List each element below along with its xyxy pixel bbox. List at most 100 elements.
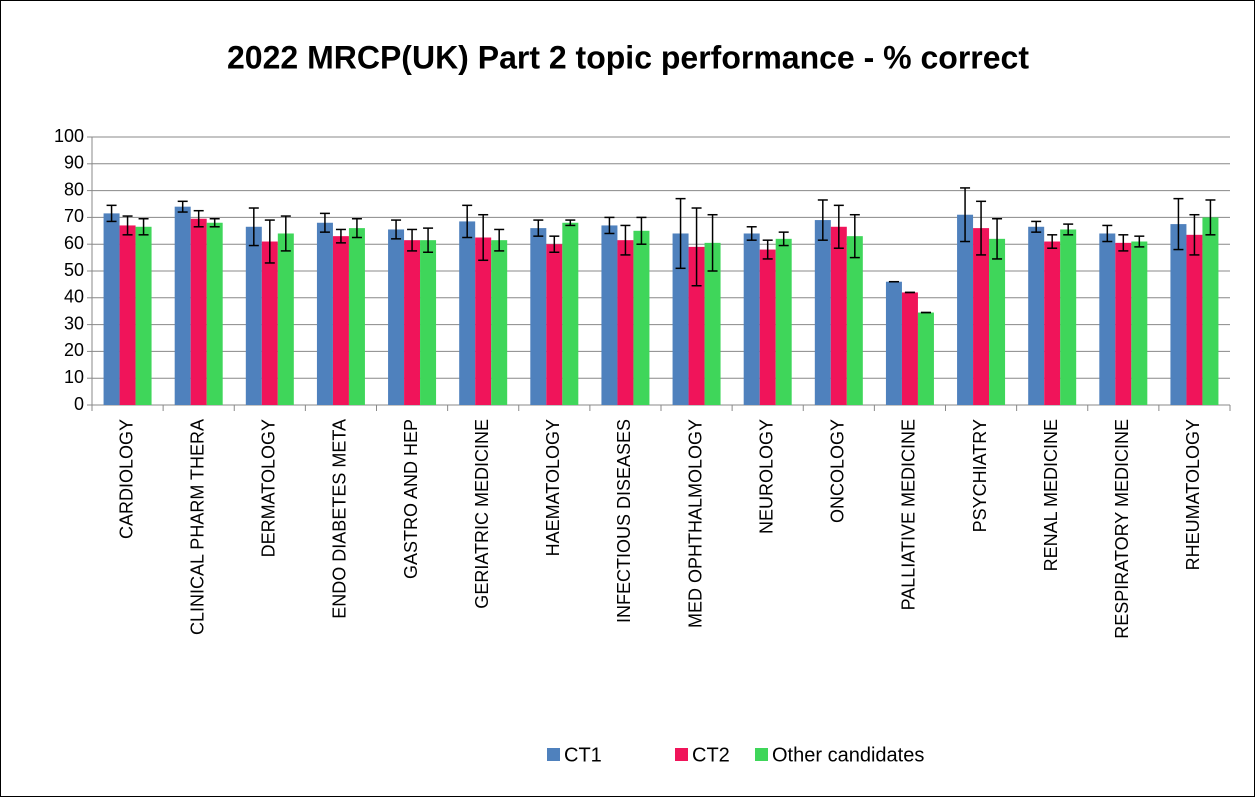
error-bar [992, 217, 1003, 260]
legend-label: CT2 [692, 744, 730, 766]
error-bar [319, 212, 330, 233]
bar [1099, 233, 1116, 405]
error-bar [636, 216, 647, 245]
error-bar [423, 227, 434, 253]
error-bar [533, 219, 544, 237]
bar [316, 222, 333, 405]
bar [459, 221, 476, 405]
bar [332, 236, 349, 405]
error-bar [549, 235, 560, 253]
bar [1115, 242, 1132, 405]
x-tick-label: CLINICAL PHARM THERA [187, 419, 207, 635]
legend-swatch [675, 748, 688, 761]
bar [1202, 217, 1219, 405]
error-bar [478, 213, 489, 262]
bar [601, 225, 618, 405]
error-bar [746, 226, 757, 241]
bar [1060, 229, 1077, 405]
error-bar [391, 219, 402, 240]
error-bar [778, 231, 789, 247]
bar [530, 228, 547, 405]
bar [901, 292, 918, 405]
x-tick-label: CARDIOLOGY [116, 419, 136, 539]
bar [989, 238, 1006, 405]
y-tick-label: 10 [64, 367, 84, 387]
bar [1170, 224, 1187, 405]
error-bar [335, 228, 346, 244]
x-tick-label: PSYCHIATRY [970, 419, 990, 532]
y-tick-label: 40 [64, 287, 84, 307]
x-tick-label: GASTRO AND HEP [401, 419, 421, 579]
x-tick-label: MED OPHTHALMOLOGY [685, 419, 705, 628]
bar [846, 236, 863, 405]
bar [830, 226, 847, 405]
bar [190, 218, 207, 405]
error-bar [1134, 235, 1145, 248]
error-bar [248, 207, 259, 247]
error-bar [620, 224, 631, 256]
y-tick-label: 20 [64, 340, 84, 360]
y-tick-label: 50 [64, 260, 84, 280]
bar [973, 228, 990, 405]
error-bar [351, 217, 362, 239]
bar [1028, 226, 1045, 405]
bar [491, 240, 508, 405]
bar [103, 213, 120, 405]
error-bar [565, 219, 576, 227]
y-tick-label: 80 [64, 179, 84, 199]
y-tick-label: 70 [64, 206, 84, 226]
x-tick-label: ONCOLOGY [828, 419, 848, 523]
error-bar [1205, 199, 1216, 236]
error-bar [209, 217, 220, 228]
x-tick-label: RENAL MEDICINE [1041, 419, 1061, 571]
bar [617, 240, 634, 405]
error-bar [1102, 224, 1113, 243]
y-tick-label: 30 [64, 313, 84, 333]
error-bar [691, 207, 702, 287]
error-bar [1047, 234, 1058, 249]
bar [743, 233, 760, 405]
error-bar [762, 239, 773, 260]
bar [348, 228, 365, 405]
bar [135, 226, 152, 405]
error-bar [193, 209, 204, 228]
error-bar [675, 197, 686, 270]
x-tick-label: DERMATOLOGY [259, 419, 279, 557]
bar [1186, 234, 1203, 405]
legend-swatch [755, 748, 768, 761]
error-bar [280, 215, 291, 252]
bar [633, 230, 650, 405]
bar [775, 238, 792, 405]
bar [759, 249, 776, 405]
error-bar [407, 228, 418, 252]
error-bar [1063, 223, 1074, 236]
bar [704, 242, 721, 405]
error-bar [462, 204, 473, 239]
bar [420, 240, 437, 405]
bar [261, 241, 278, 405]
error-bar [177, 200, 188, 213]
error-bar [817, 199, 828, 241]
error-bar [1031, 220, 1042, 233]
error-bar [264, 219, 275, 264]
bar [546, 244, 563, 405]
chart-title: 2022 MRCP(UK) Part 2 topic performance -… [227, 39, 1029, 75]
legend-label: Other candidates [772, 744, 924, 766]
bar [917, 312, 934, 405]
bar [174, 206, 191, 405]
y-tick-label: 90 [64, 153, 84, 173]
legend-label: CT1 [564, 744, 602, 766]
error-bar [707, 213, 718, 272]
x-tick-label: RESPIRATORY MEDICINE [1112, 419, 1132, 639]
x-tick-label: PALLIATIVE MEDICINE [899, 419, 919, 610]
bar [245, 226, 262, 405]
error-bar [122, 215, 133, 236]
bar [475, 237, 492, 405]
error-bar [1118, 234, 1129, 252]
error-bar [494, 228, 505, 252]
error-bar [1189, 213, 1200, 256]
legend-swatch [547, 748, 560, 761]
y-tick-label: 0 [74, 394, 84, 414]
bar [404, 240, 421, 405]
